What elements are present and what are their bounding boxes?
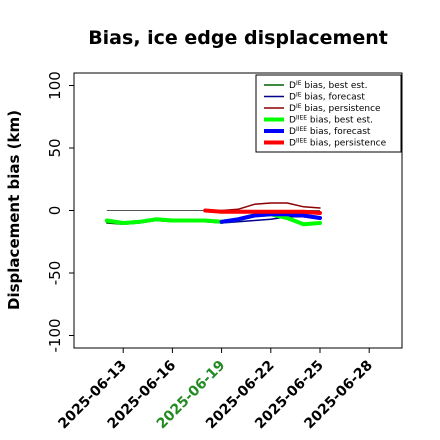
legend-entry: DIE bias, persistence — [289, 103, 381, 114]
legend-entry: DIIEE bias, persistence — [289, 138, 387, 149]
series-line-6 — [203, 208, 322, 215]
legend-box — [255, 74, 402, 153]
series-layer — [104, 202, 322, 227]
y-tick-label: 50 — [46, 138, 64, 157]
series-line-4 — [104, 212, 322, 227]
legend-entry: DIE bias, best est. — [289, 80, 367, 91]
legend-entry: DIIEE bias, best est. — [289, 115, 373, 126]
y-tick-label: -100 — [46, 318, 64, 352]
legend-entry: DIE bias, forecast — [289, 92, 365, 103]
y-tick-label: 0 — [46, 206, 64, 216]
series-line-5 — [219, 212, 322, 224]
y-tick-label: -50 — [46, 261, 64, 286]
y-tick-label: 100 — [46, 71, 64, 100]
legend-entry: DIIEE bias, forecast — [289, 126, 371, 137]
series-line-3 — [204, 202, 321, 212]
chart-title: Bias, ice edge displacement — [88, 27, 388, 49]
legend: DIE bias, best est.DIE bias, forecastDIE… — [255, 74, 402, 153]
y-axis-label: Displacement bias (km) — [5, 110, 23, 310]
